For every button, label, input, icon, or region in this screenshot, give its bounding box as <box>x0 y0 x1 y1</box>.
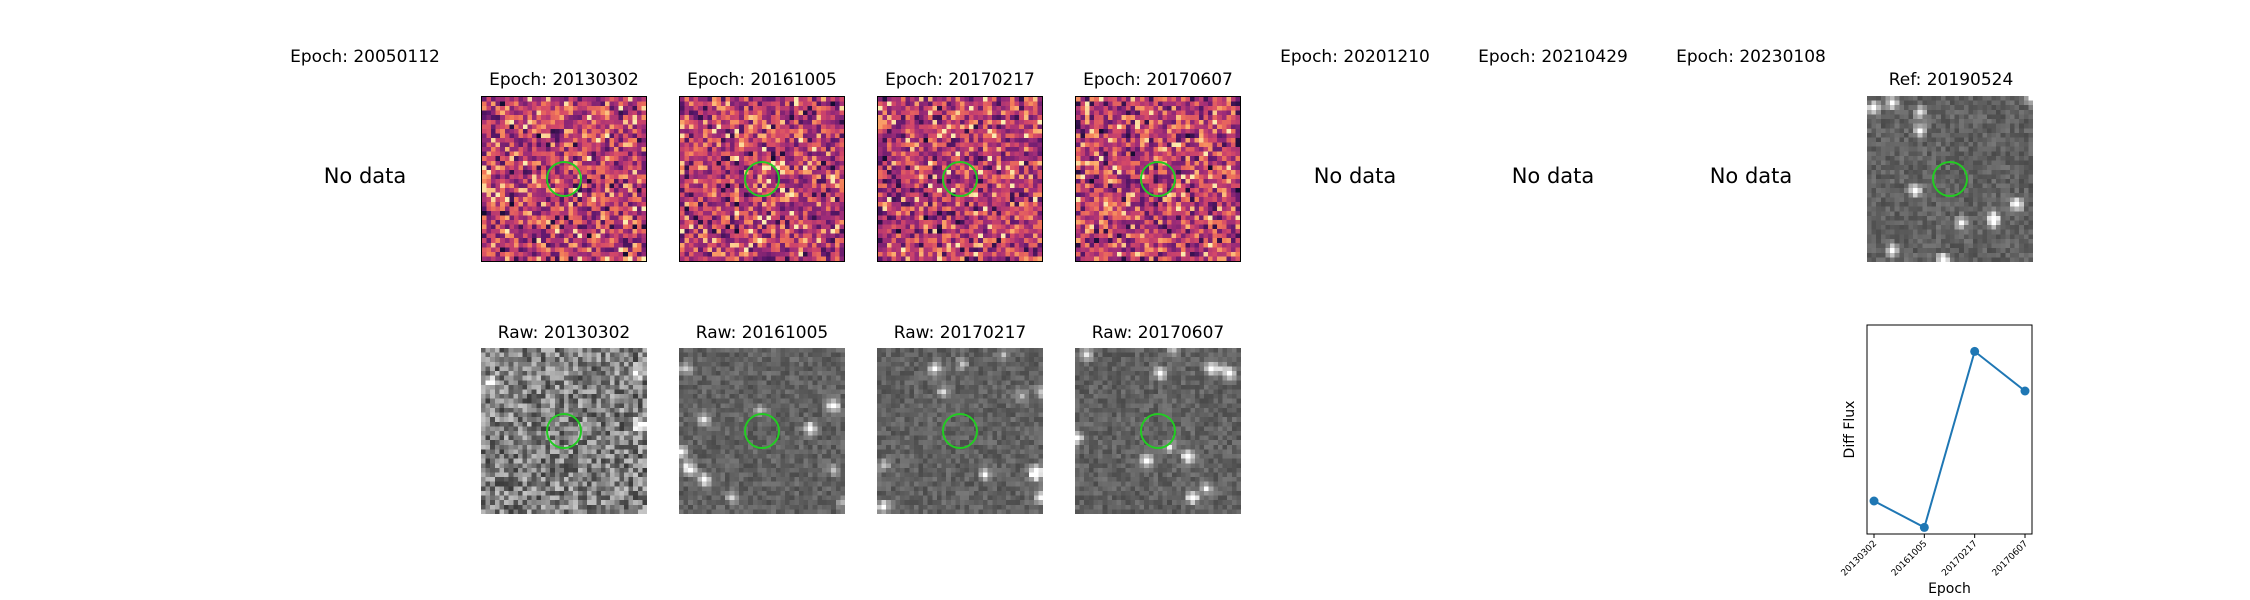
x-axis-label: Epoch <box>1928 581 1971 597</box>
raw-image-20130302 <box>481 348 647 514</box>
target-circle <box>1140 413 1176 449</box>
epoch-title-20170217: Epoch: 20170217 <box>885 70 1035 90</box>
target-circle <box>744 413 780 449</box>
diff-image-20170217 <box>877 96 1043 262</box>
raw-image-20170607 <box>1075 348 1241 514</box>
epoch-title-20161005: Epoch: 20161005 <box>687 70 837 90</box>
raw-image-20170217 <box>877 348 1043 514</box>
diff-image-20130302 <box>481 96 647 262</box>
raw-image-20161005 <box>679 348 845 514</box>
raw-title-20130302: Raw: 20130302 <box>497 323 631 343</box>
data-point <box>1869 496 1879 506</box>
epoch-title-20170607: Epoch: 20170607 <box>1083 70 1233 90</box>
raw-title-20170217: Raw: 20170217 <box>893 323 1027 343</box>
target-circle <box>942 413 978 449</box>
data-point <box>1970 346 1980 356</box>
series-line <box>1873 349 2026 529</box>
data-point <box>2020 386 2030 396</box>
diff-image-20161005 <box>679 96 845 262</box>
y-axis-label: Diff Flux <box>1842 401 1858 459</box>
target-circle <box>744 161 780 197</box>
ref-title: Ref: 20190524 <box>1888 70 2014 90</box>
x-tick-label: 20161005 <box>1890 539 1929 578</box>
epoch-title-20130302: Epoch: 20130302 <box>489 70 639 90</box>
target-circle <box>546 413 582 449</box>
x-tick-label: 20130302 <box>1840 539 1879 578</box>
epoch-title-20050112: Epoch: 20050112 <box>290 47 440 67</box>
light-curve-chart: 20130302 20161005 20170217 20170607 Epoch D… <box>1840 324 2033 597</box>
x-tick-label: 20170217 <box>1940 539 1979 578</box>
plot-frame <box>1866 324 2033 535</box>
raw-title-20161005: Raw: 20161005 <box>695 323 829 343</box>
no-data-label-20210429: No data <box>1511 164 1595 188</box>
data-point <box>1919 522 1929 532</box>
reference-image <box>1867 96 2033 262</box>
target-circle <box>1932 161 1968 197</box>
target-circle <box>1140 161 1176 197</box>
no-data-label-20201210: No data <box>1313 164 1397 188</box>
target-circle <box>942 161 978 197</box>
epoch-title-20201210: Epoch: 20201210 <box>1280 47 1430 67</box>
x-tick-label: 20170607 <box>1991 539 2030 578</box>
diff-image-20170607 <box>1075 96 1241 262</box>
epoch-title-20210429: Epoch: 20210429 <box>1478 47 1628 67</box>
raw-title-20170607: Raw: 20170607 <box>1091 323 1225 343</box>
no-data-label-20230108: No data <box>1709 164 1793 188</box>
no-data-label-20050112: No data <box>323 164 407 188</box>
epoch-title-20230108: Epoch: 20230108 <box>1676 47 1826 67</box>
target-circle <box>546 161 582 197</box>
